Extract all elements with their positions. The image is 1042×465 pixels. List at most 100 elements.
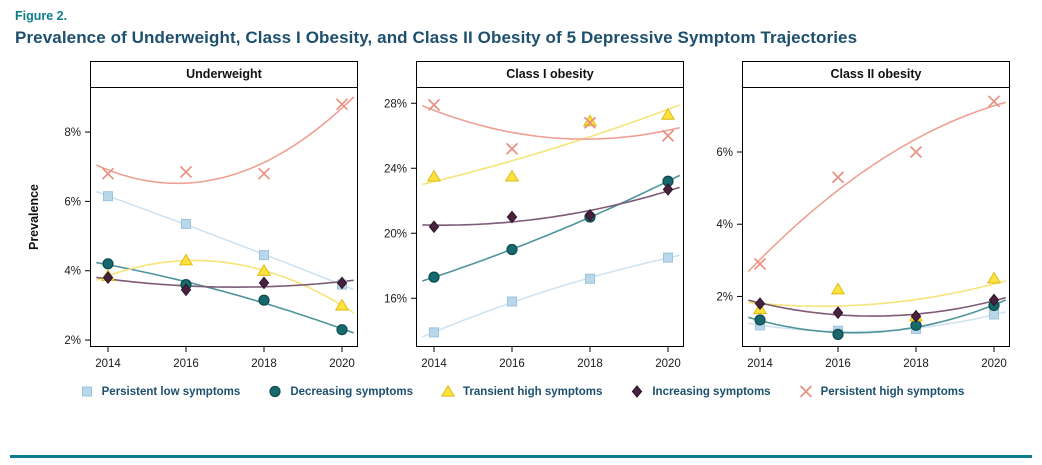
legend-label: Persistent low symptoms: [101, 385, 241, 398]
square-marker: [181, 218, 191, 229]
circle-marker: [269, 385, 281, 398]
plot-area: 16% 20% 24% 28% 2014 2016 2018 2020: [370, 87, 692, 377]
x-tick-label: 2014: [747, 358, 773, 370]
x-tick-label: 2020: [981, 358, 1007, 370]
charts-row: Underweight 2% 4% 6% 8% 2014 2016 2018 2020 Prev…: [0, 61, 1042, 377]
plot-frame: [90, 87, 358, 347]
triangle-marker: [504, 169, 520, 182]
legend-item-persistent-high: Persistent high symptoms: [797, 384, 964, 399]
chart-plot: 2% 4% 6% 2014 2016 2018 2020: [716, 87, 1010, 370]
trend-lines: [95, 96, 355, 334]
square-marker: [429, 327, 439, 338]
triangle-marker: [440, 384, 456, 397]
x-tick-label: 2018: [577, 358, 603, 370]
plot-area: 2% 4% 6% 8% 2014 2016 2018 2020 Prevalence: [26, 87, 366, 377]
y-tick-label: 8%: [64, 127, 81, 139]
x-marker: [102, 167, 114, 180]
series-persistent_low: [103, 191, 347, 290]
series-transient_high: [752, 271, 1002, 322]
series-persistent_low: [429, 252, 673, 338]
trend-line-transient_high: [422, 104, 680, 186]
y-tick-label: 6%: [64, 196, 81, 208]
square-marker: [663, 252, 673, 263]
x-marker: [180, 166, 192, 178]
legend-item-decreasing: Decreasing symptoms: [266, 384, 413, 399]
circle-marker: [832, 328, 844, 340]
chart-panel-class2-obesity: Class II obesity 2% 4% 6% 2014 2016 2018 2020: [696, 61, 1018, 377]
circle-marker: [506, 243, 518, 256]
square-marker: [989, 309, 999, 320]
series-persistent_high: [102, 98, 348, 180]
x-marker: [584, 116, 596, 129]
series-increasing: [428, 182, 674, 234]
square-marker: [585, 273, 595, 284]
trend-line-increasing: [748, 296, 1006, 317]
diamond-marker: [506, 210, 518, 224]
legend-label: Decreasing symptoms: [290, 385, 414, 398]
triangle-legend-glyph: [440, 384, 456, 397]
triangle-marker: [830, 282, 846, 295]
y-axis-title: Prevalence: [27, 184, 41, 250]
plot-area: 2% 4% 6% 2014 2016 2018 2020: [696, 87, 1018, 377]
triangle-marker: [426, 169, 442, 182]
y-tick-label: 24%: [384, 163, 407, 175]
x-marker: [662, 129, 674, 142]
x-marker: [754, 258, 766, 270]
trend-lines: [747, 101, 1007, 334]
legend-label: Transient high symptoms: [463, 385, 603, 398]
trend-line-persistent_low: [96, 190, 354, 291]
x-tick-label: 2020: [655, 358, 681, 370]
triangle-marker: [986, 271, 1002, 284]
triangle-marker: [660, 107, 676, 120]
circle-marker: [336, 324, 348, 336]
x-tick-label: 2016: [173, 358, 199, 370]
panel-title: Underweight: [90, 61, 358, 88]
series-increasing: [754, 293, 1000, 323]
chart-panel-underweight: Underweight 2% 4% 6% 8% 2014 2016 2018 2020 Prev…: [26, 61, 366, 377]
figure-header: Figure 2. Prevalence of Underweight, Cla…: [0, 0, 1042, 48]
circle-icon: [266, 384, 284, 399]
square-marker: [103, 191, 113, 202]
x-marker: [988, 95, 1000, 108]
circle-legend-glyph: [269, 385, 281, 398]
x-tick-label: 2016: [499, 358, 525, 370]
diamond-marker: [584, 208, 596, 222]
panel-title-text: Class I obesity: [506, 67, 594, 81]
series-increasing: [102, 271, 348, 297]
y-tick-label: 2%: [716, 291, 733, 303]
triangle-marker: [334, 298, 350, 311]
x-tick-label: 2016: [825, 358, 851, 370]
x-marker: [336, 98, 348, 111]
series-markers: [752, 95, 1002, 340]
y-tick-label: 6%: [716, 147, 733, 159]
legend: Persistent low symptoms Decreasing sympt…: [0, 384, 1042, 399]
x-tick-label: 2014: [95, 358, 121, 370]
square-marker: [259, 250, 269, 261]
circle-marker: [102, 258, 114, 270]
circle-marker: [754, 314, 766, 326]
diamond-legend-glyph: [632, 385, 643, 398]
y-tick-label: 28%: [384, 98, 407, 110]
x-marker: [910, 146, 922, 158]
x-icon: [797, 384, 815, 399]
series-decreasing: [102, 258, 348, 336]
diamond-marker: [258, 276, 270, 290]
x-marker: [799, 385, 812, 398]
trend-lines: [422, 104, 681, 338]
x-marker: [832, 171, 844, 184]
trend-line-persistent_high: [747, 101, 1006, 273]
triangle-marker: [256, 263, 272, 276]
panel-title: Class I obesity: [416, 61, 684, 88]
series-persistent_high: [754, 95, 1000, 270]
trend-line-persistent_high: [422, 104, 680, 140]
x-tick-label: 2018: [251, 358, 277, 370]
triangle-marker: [582, 114, 598, 127]
legend-item-increasing: Increasing symptoms: [628, 384, 771, 399]
x-legend-glyph: [799, 385, 812, 398]
diamond-marker: [832, 306, 844, 320]
triangle-icon: [439, 384, 457, 399]
trend-line-persistent_low: [422, 254, 680, 338]
trend-line-decreasing: [96, 261, 354, 334]
y-tick-label: 4%: [716, 219, 733, 231]
